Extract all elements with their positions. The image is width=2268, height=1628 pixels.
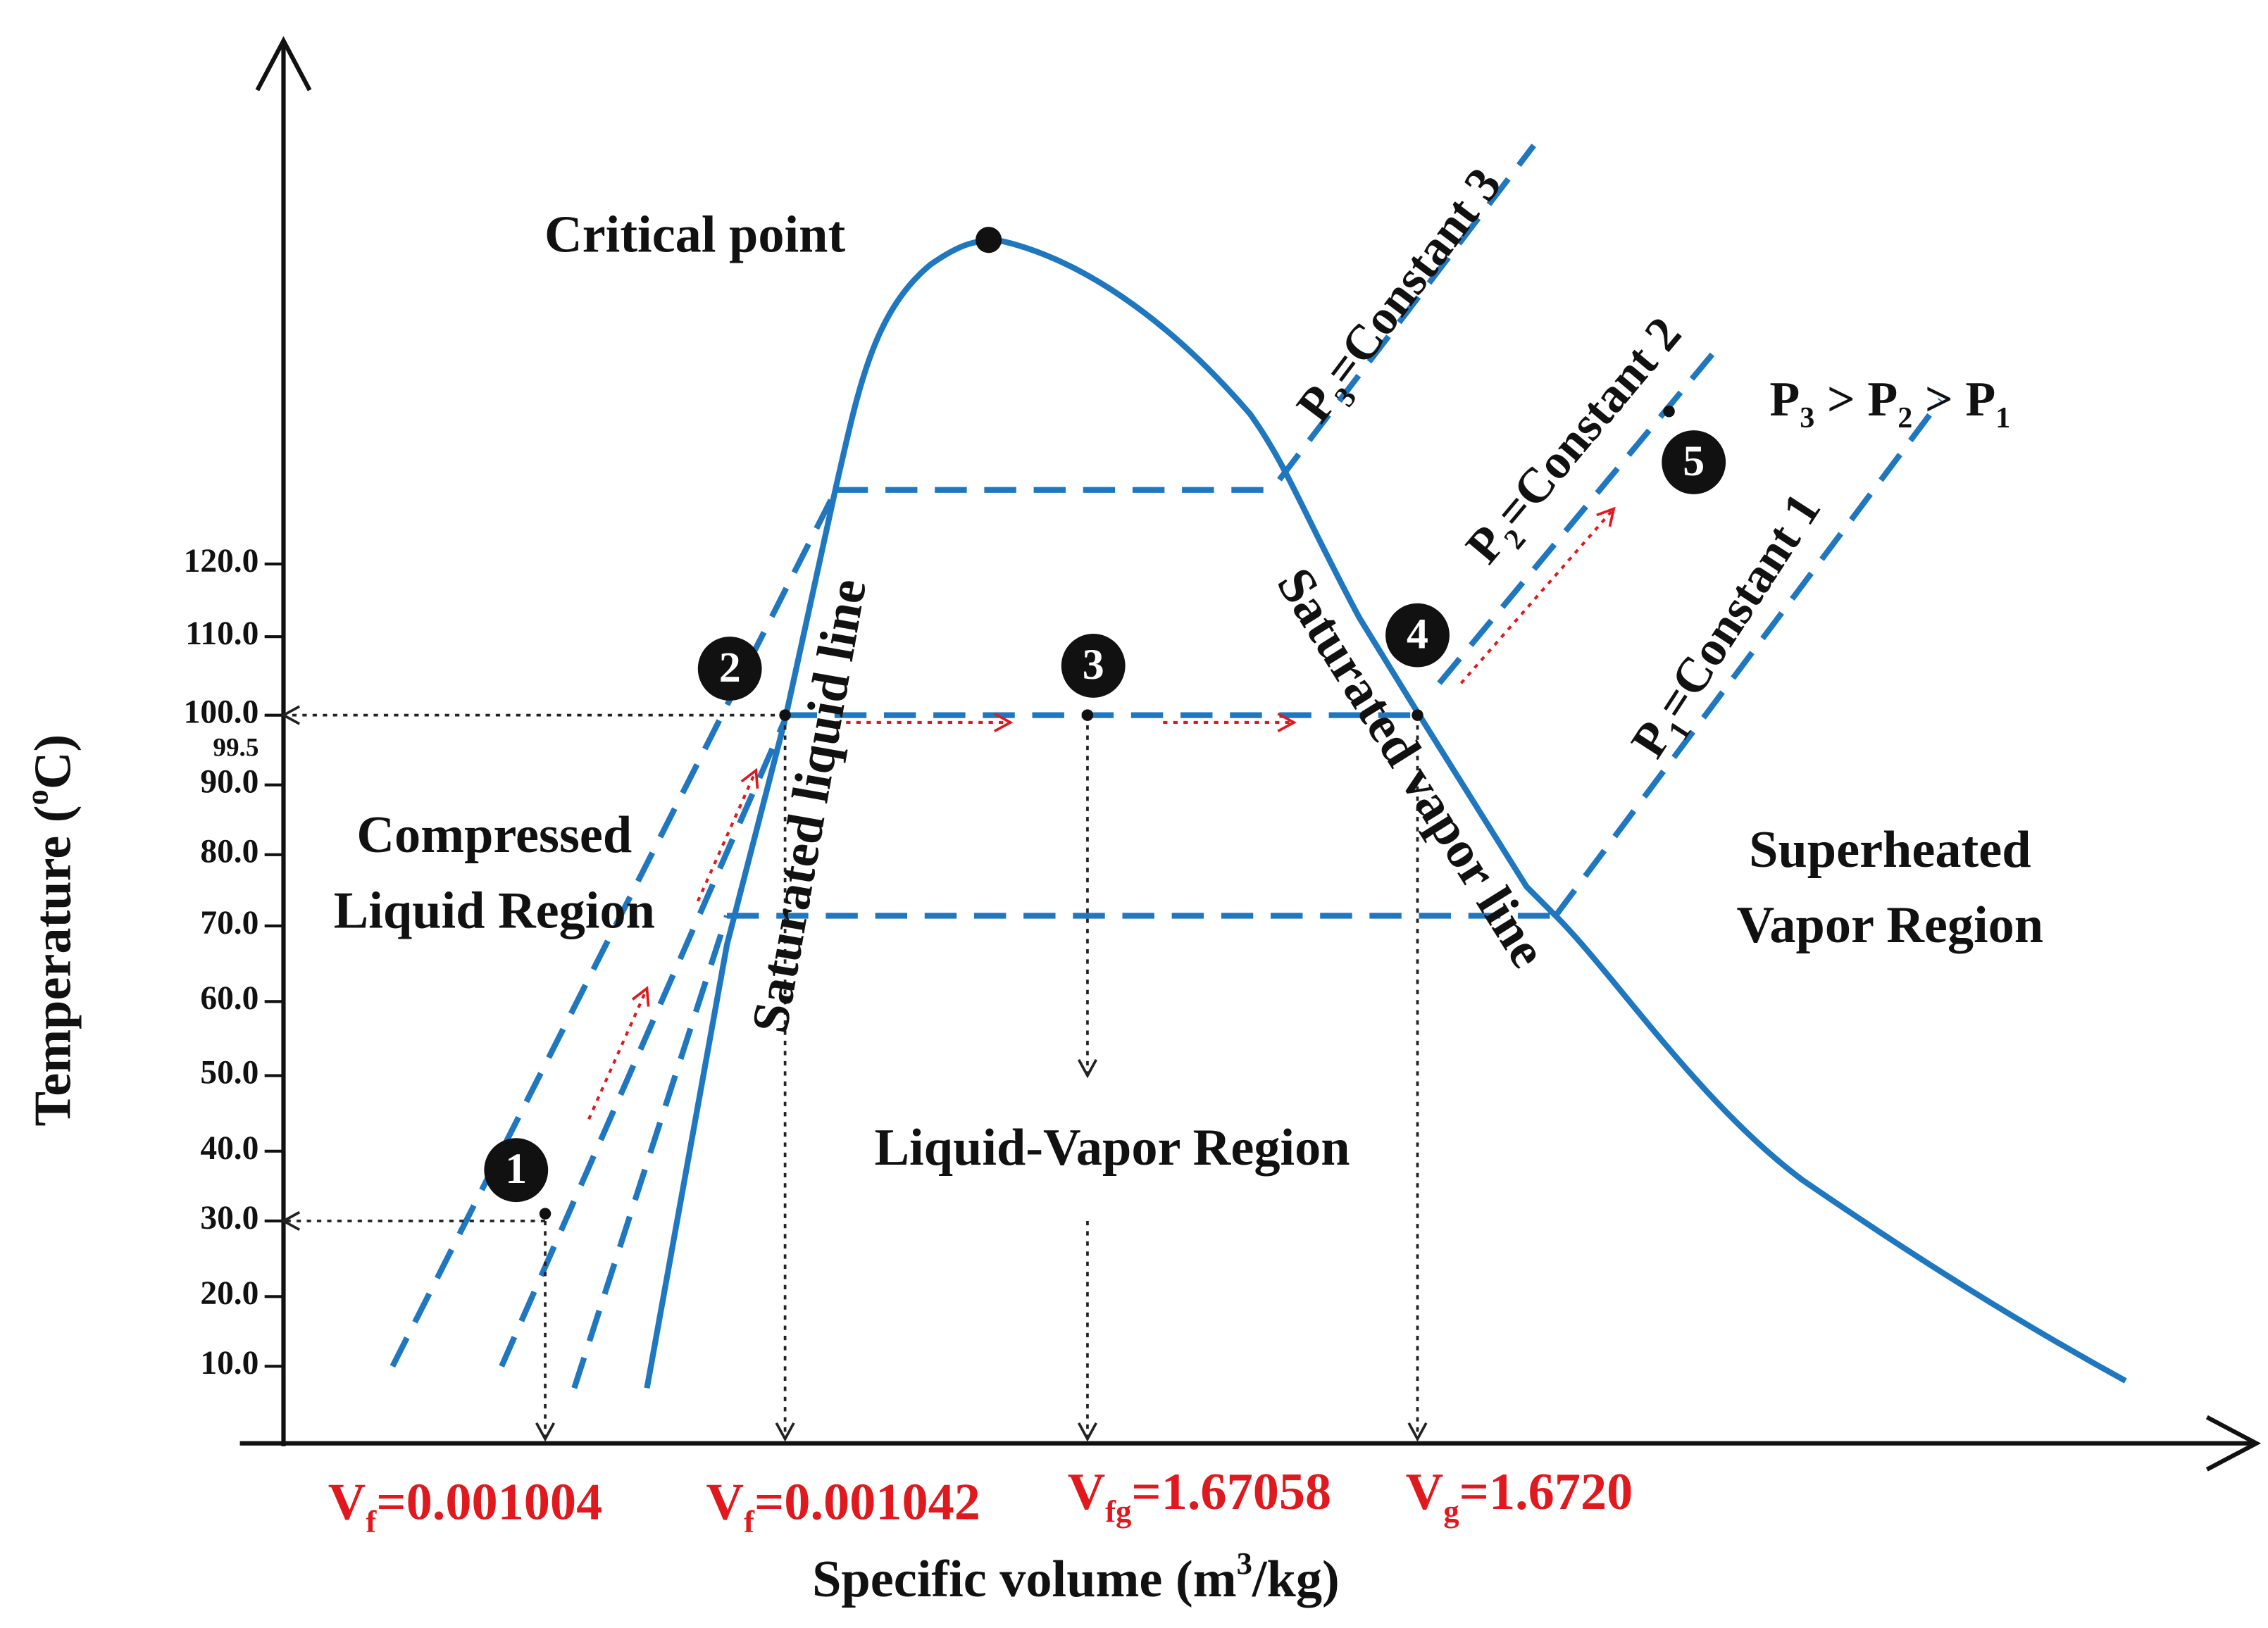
state-point <box>539 1208 552 1220</box>
y-tick-label: 30.0 <box>200 1200 258 1236</box>
text-part: /kg) <box>1252 1551 1340 1608</box>
constant-pressure-line <box>571 915 730 1389</box>
state-point <box>1412 709 1423 721</box>
text-part: 2 <box>1898 401 1912 434</box>
state-marker <box>1061 634 1126 698</box>
text-part: =0.001042 <box>754 1474 980 1532</box>
y-tick-label: 40.0 <box>200 1130 258 1167</box>
critical-point-label: Critical point <box>544 206 845 264</box>
text-part: g <box>1443 1494 1459 1529</box>
y-tick-label: 110.0 <box>185 615 258 652</box>
state-marker <box>697 637 762 701</box>
state-number: 4 <box>1407 610 1428 658</box>
y-tick-label: 10.0 <box>200 1345 258 1382</box>
y-tick-label: 100.0 <box>184 694 259 731</box>
constant-pressure-line <box>1277 144 1536 482</box>
text-part: V <box>1406 1463 1444 1521</box>
text-part: o <box>20 789 55 805</box>
volume-label: Vf=0.001042 <box>706 1474 980 1539</box>
text-part: C) <box>25 734 82 789</box>
text-part: Specific volume (m <box>812 1551 1237 1608</box>
text-part: > <box>1912 372 1965 427</box>
text-part: P <box>1965 372 1995 427</box>
volume-label: Vfg=1.67058 <box>1068 1463 1332 1529</box>
text-part: 3 <box>1237 1546 1252 1581</box>
region-label: Compressed <box>356 806 632 864</box>
text-part: > <box>1814 372 1867 427</box>
region-label: Superheated <box>1749 821 2031 879</box>
text-part: V <box>328 1474 366 1532</box>
text-part: 3 <box>1800 401 1814 434</box>
pressure-line-label: P3=Constant 3 <box>1286 158 1519 437</box>
constant-pressure-line <box>499 718 788 1368</box>
process-arrow <box>587 986 650 1120</box>
state-point <box>1663 405 1675 418</box>
state-marker <box>1385 603 1450 668</box>
constant-pressure-line <box>1437 339 1726 685</box>
text-part: =Constant 1 <box>1645 484 1831 730</box>
shapes <box>239 36 2262 1472</box>
text-part: P <box>1867 372 1898 427</box>
y-tick-label: 70.0 <box>200 905 258 941</box>
y-tick-label: 90.0 <box>200 764 258 801</box>
y-tick-label: 120.0 <box>184 543 259 580</box>
process-arrow <box>696 768 759 902</box>
text-part: =0.001004 <box>376 1474 602 1532</box>
text-part: =1.67058 <box>1131 1463 1331 1521</box>
volume-label: Vg=1.6720 <box>1406 1463 1633 1529</box>
state-marker <box>1662 430 1726 494</box>
process-arrow <box>1459 506 1616 684</box>
state-number: 5 <box>1683 437 1705 485</box>
text-part: =Constant 3 <box>1313 158 1512 396</box>
text-part: Temperature ( <box>25 805 82 1126</box>
y-tick-label: 99.5 <box>213 734 258 763</box>
text-part: V <box>1068 1463 1106 1521</box>
state-point <box>1081 709 1094 721</box>
state-number: 2 <box>719 644 741 691</box>
texts: 120.0110.0100.099.590.080.070.060.050.04… <box>20 158 2043 1608</box>
y-tick-label: 60.0 <box>200 980 258 1017</box>
state-number: 3 <box>1083 641 1104 689</box>
state-point <box>779 709 791 721</box>
text-part: P <box>1769 372 1800 427</box>
pressure-order: P3 > P2 > P1 <box>1769 372 2010 434</box>
pressure-line-label: P2=Constant 2 <box>1455 307 1697 579</box>
text-part: f <box>744 1504 755 1539</box>
state-marker <box>484 1138 549 1203</box>
region-label: Liquid Region <box>334 882 655 940</box>
text-part: =1.6720 <box>1459 1463 1633 1521</box>
saturation-dome <box>644 237 2127 1389</box>
x-axis-title: Specific volume (m3/kg) <box>812 1546 1340 1608</box>
text-part: f <box>366 1504 377 1539</box>
y-axis-title: Temperature (oC) <box>20 734 82 1127</box>
region-label: Vapor Region <box>1737 896 2044 954</box>
state-point <box>976 227 1002 253</box>
text-part: 1 <box>1995 401 2010 434</box>
volume-label: Vf=0.001004 <box>328 1474 602 1539</box>
y-tick-label: 80.0 <box>200 834 258 870</box>
constant-pressure-line <box>390 488 839 1368</box>
text-part: fg <box>1105 1494 1131 1529</box>
region-label: Liquid-Vapor Region <box>874 1119 1350 1177</box>
y-tick-label: 20.0 <box>200 1275 258 1312</box>
state-number: 1 <box>505 1145 527 1193</box>
text-part: V <box>706 1474 744 1532</box>
y-tick-label: 50.0 <box>200 1054 258 1091</box>
text-part: =Constant 2 <box>1484 307 1692 539</box>
constant-pressure-line <box>1553 398 1943 918</box>
pressure-line-label: P1=Constant 1 <box>1621 484 1838 772</box>
